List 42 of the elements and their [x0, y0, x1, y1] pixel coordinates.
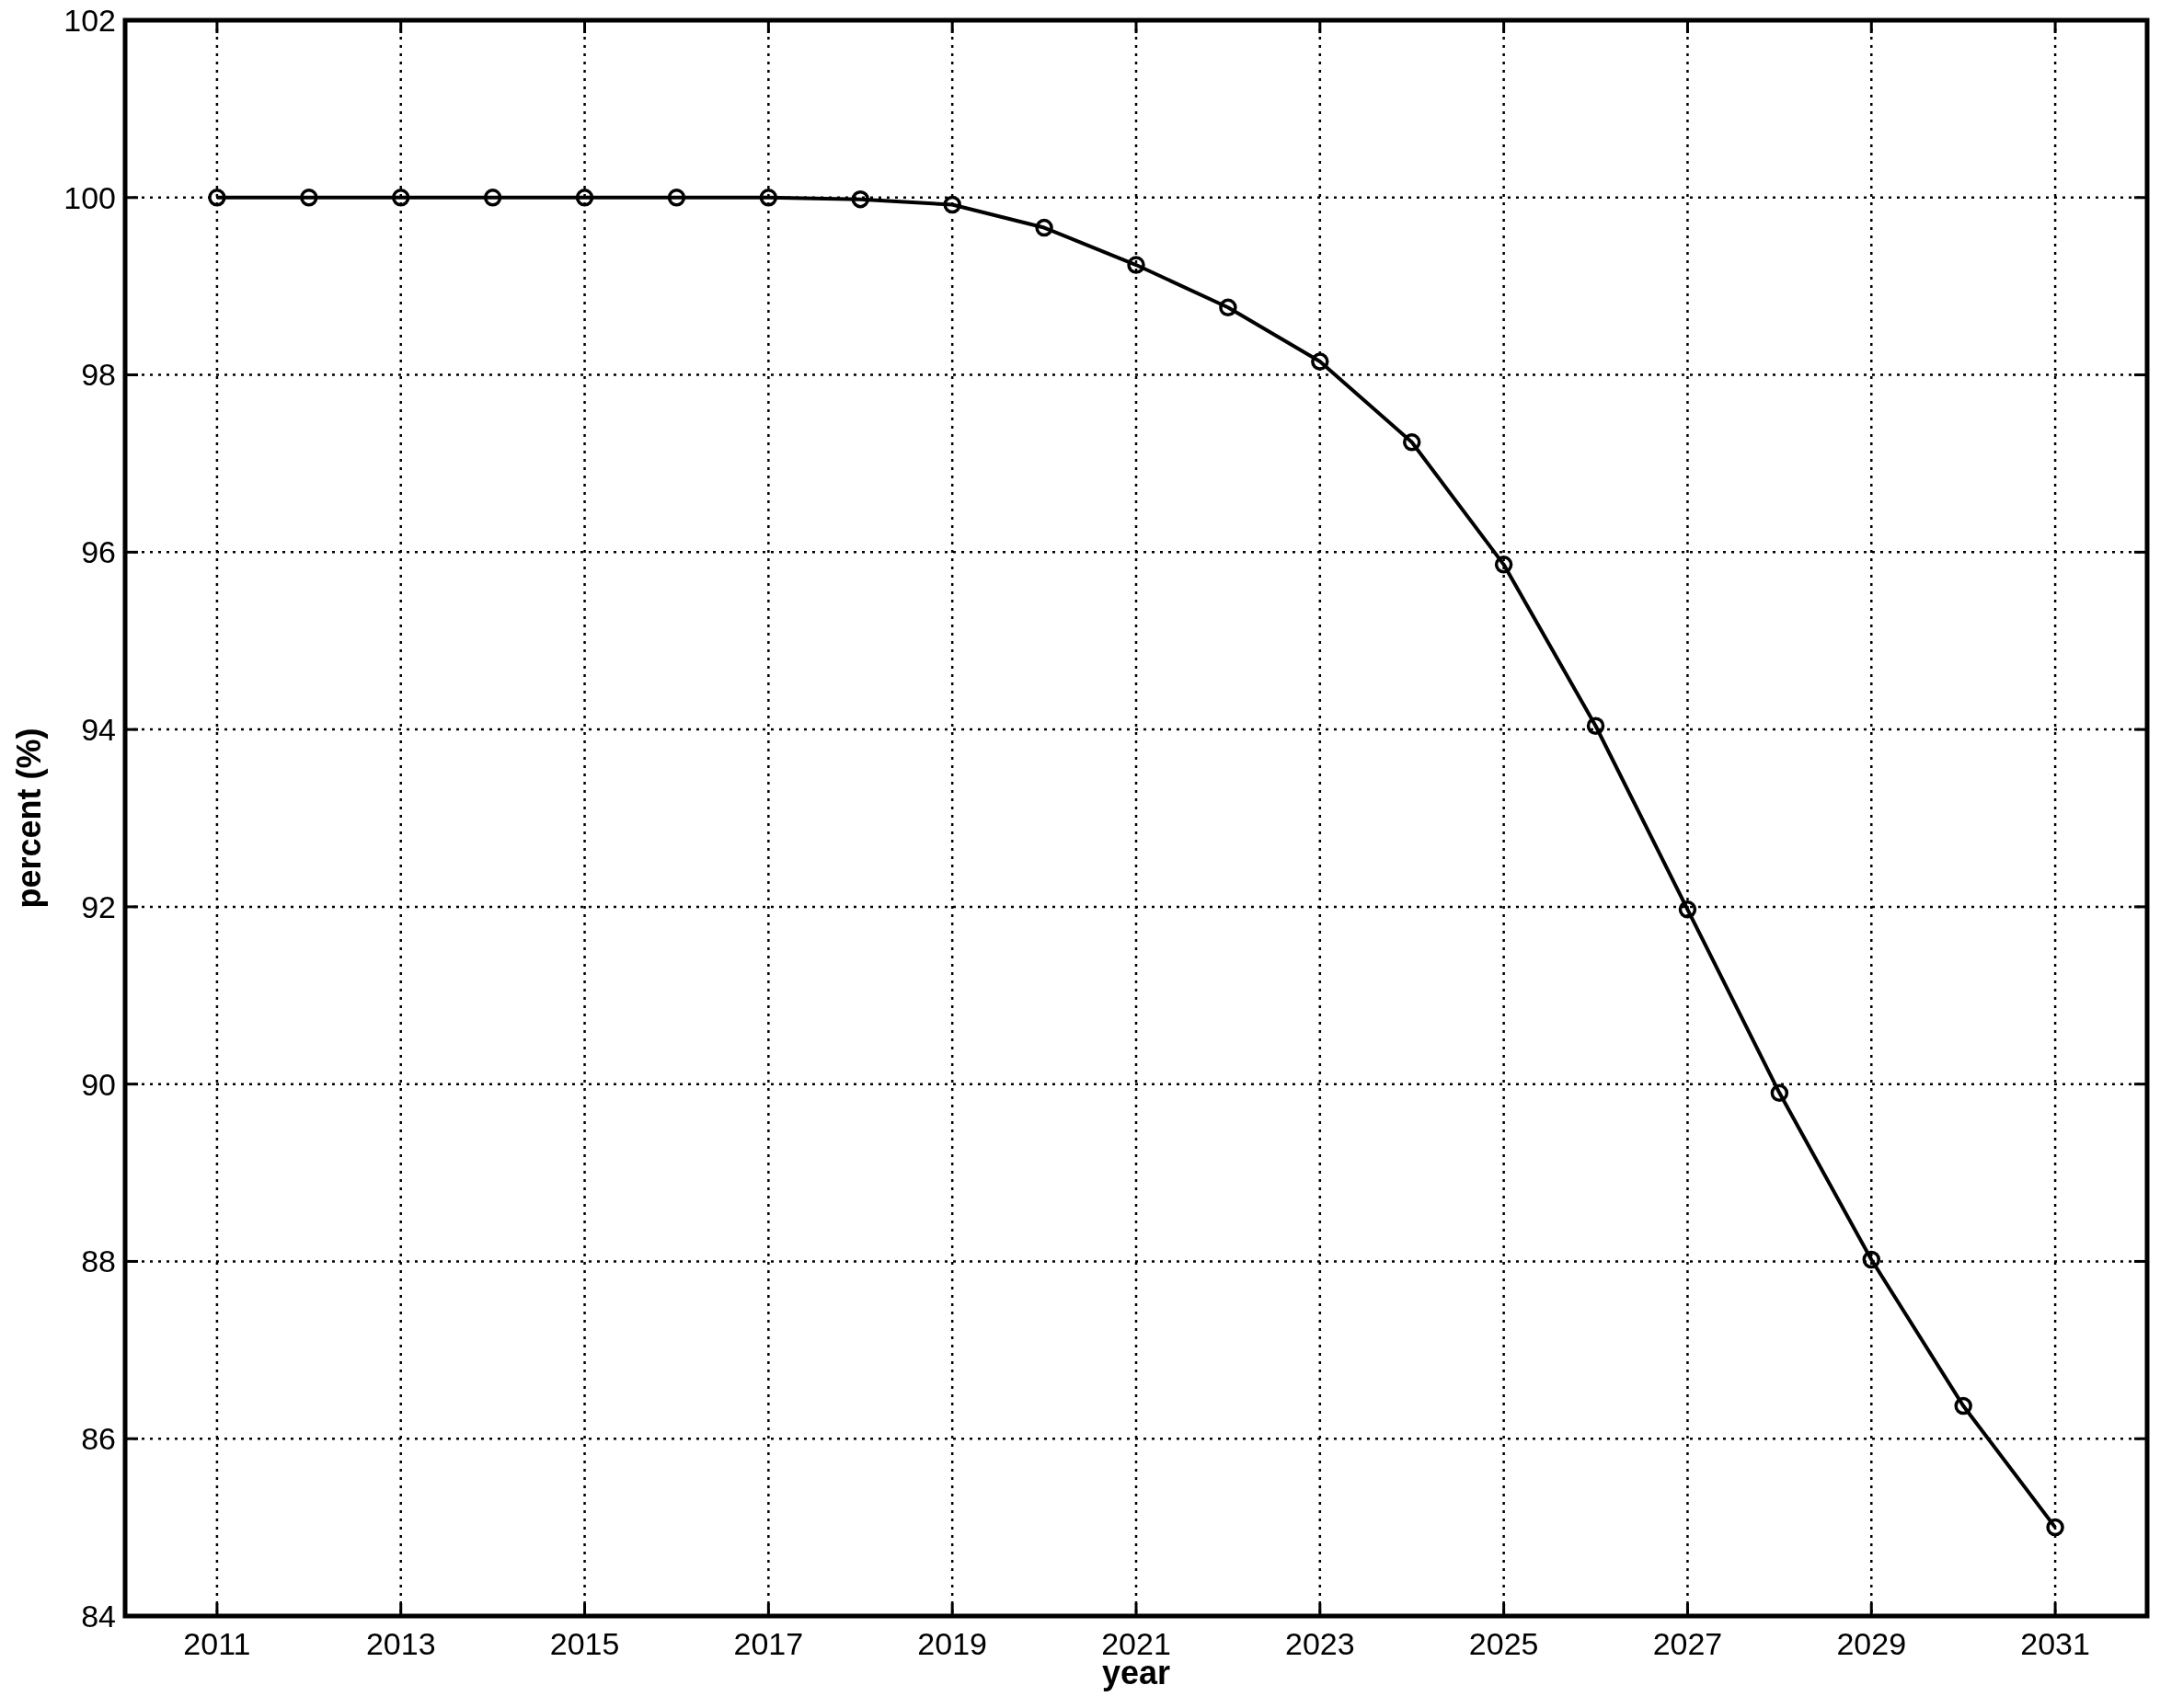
point	[1311, 352, 1329, 371]
x-tick-label: 2025	[1468, 1626, 1539, 1661]
y-tick-label: 86	[81, 1421, 116, 1457]
point	[1770, 1083, 1789, 1103]
point	[1494, 556, 1513, 574]
point	[1678, 900, 1697, 919]
y-tick-label: 84	[81, 1598, 116, 1633]
y-tick-label: 102	[63, 2, 116, 38]
point	[1954, 1396, 1972, 1416]
x-tick-label: 2013	[365, 1626, 436, 1661]
y-tick-label: 88	[81, 1244, 116, 1279]
point	[1402, 433, 1421, 452]
x-tick-label: 2019	[917, 1626, 987, 1661]
x-tick-label: 2027	[1652, 1626, 1723, 1661]
y-axis-title: percent (%)	[10, 728, 48, 909]
point	[575, 189, 594, 207]
point	[391, 189, 410, 207]
point	[300, 189, 318, 207]
point	[2046, 1518, 2064, 1537]
point	[1035, 218, 1053, 237]
point	[1586, 716, 1605, 736]
y-tick-label: 98	[81, 357, 116, 393]
x-tick-label: 2015	[549, 1626, 620, 1661]
y-tick-label: 94	[81, 712, 116, 748]
point	[1127, 256, 1145, 274]
point	[1219, 298, 1237, 317]
point	[759, 189, 778, 207]
y-tick-label: 96	[81, 534, 116, 570]
point	[851, 189, 870, 209]
y-tick-label: 90	[81, 1066, 116, 1102]
point	[208, 189, 226, 207]
x-tick-label: 2017	[733, 1626, 804, 1661]
point	[667, 189, 686, 207]
point	[943, 195, 961, 214]
point	[1862, 1250, 1881, 1269]
point	[483, 189, 502, 207]
y-tick-label: 100	[63, 179, 116, 215]
x-tick-label: 2023	[1285, 1626, 1355, 1661]
x-tick-label: 2029	[1836, 1626, 1907, 1661]
y-tick-label: 92	[81, 888, 116, 924]
x-tick-label: 2011	[183, 1626, 251, 1661]
x-tick-label: 2031	[2020, 1626, 2090, 1661]
